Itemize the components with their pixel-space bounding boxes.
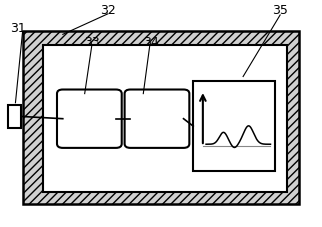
FancyBboxPatch shape	[57, 90, 122, 148]
Bar	[43, 45, 287, 192]
Text: 33: 33	[84, 35, 99, 49]
Text: 32: 32	[100, 4, 116, 17]
Bar	[193, 82, 275, 171]
Bar	[8, 106, 21, 128]
Bar	[23, 32, 299, 204]
Text: 31: 31	[11, 22, 26, 35]
FancyBboxPatch shape	[125, 90, 189, 148]
Text: 34: 34	[143, 35, 158, 49]
Text: 35: 35	[272, 4, 288, 17]
